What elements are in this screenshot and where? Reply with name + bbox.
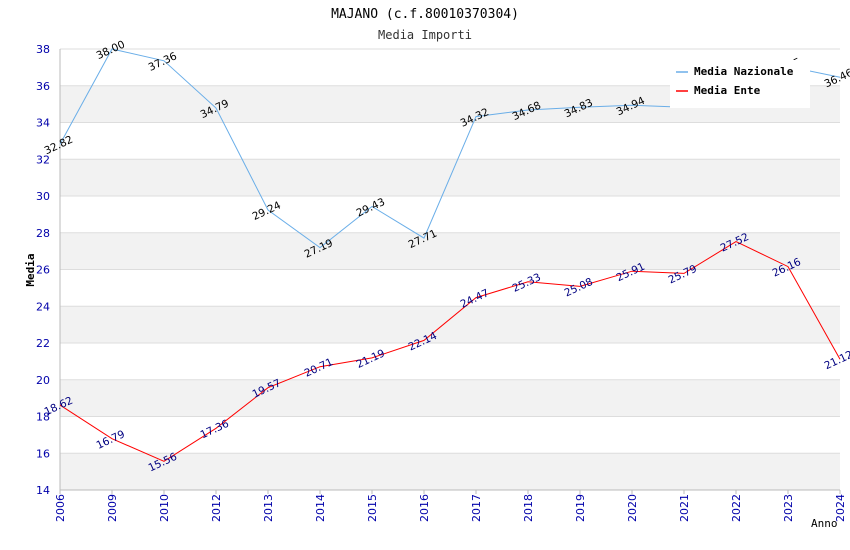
y-tick-label: 20 (36, 374, 50, 387)
x-tick-label: 2020 (626, 494, 639, 522)
x-tick-label: 2014 (314, 494, 327, 522)
y-tick-label: 14 (36, 484, 50, 497)
legend: Media Nazionale Media Ente (670, 60, 810, 108)
chart-subtitle: Media Importi (378, 28, 472, 42)
grid-band (60, 122, 840, 160)
y-axis-title: Media (24, 253, 37, 286)
y-tick-label: 16 (36, 447, 50, 460)
x-tick-label: 2017 (470, 494, 483, 522)
x-tick-label: 2012 (210, 494, 223, 522)
x-tick-label: 2010 (158, 494, 171, 522)
y-tick-label: 24 (36, 300, 50, 313)
y-tick-label: 38 (36, 43, 50, 56)
x-tick-label: 2006 (54, 494, 67, 522)
grid-band (60, 306, 840, 343)
x-tick-label: 2013 (262, 494, 275, 522)
grid-bands (60, 49, 840, 490)
chart-title: MAJANO (c.f.80010370304) (331, 7, 519, 22)
legend-box (670, 60, 810, 108)
x-tick-label: 2022 (730, 494, 743, 522)
grid-band (60, 232, 840, 270)
y-tick-label: 22 (36, 337, 50, 350)
grid-band (60, 269, 840, 307)
y-tick-label: 34 (36, 117, 50, 130)
x-tick-label: 2024 (834, 494, 847, 522)
x-tick-label: 2021 (678, 494, 691, 522)
y-tick-label: 32 (36, 153, 50, 166)
y-tick-label: 28 (36, 227, 50, 240)
grid-band (60, 379, 840, 417)
y-tick-label: 36 (36, 80, 50, 93)
grid-band (60, 416, 840, 454)
x-tick-label: 2015 (366, 494, 379, 522)
x-tick-label: 2016 (418, 494, 431, 522)
y-tick-label: 30 (36, 190, 50, 203)
series-line-ente (59, 241, 841, 462)
x-axis-title: Anno (811, 517, 838, 530)
y-tick-label: 18 (36, 411, 50, 424)
x-tick-label: 2023 (782, 494, 795, 522)
x-tick-label: 2018 (522, 494, 535, 522)
legend-label-nazionale: Media Nazionale (694, 65, 794, 78)
grid-band (60, 453, 840, 490)
x-tick-label: 2019 (574, 494, 587, 522)
x-tick-label: 2009 (106, 494, 119, 522)
grid-band (60, 343, 840, 380)
grid-band (60, 196, 840, 233)
y-tick-label: 26 (36, 264, 50, 277)
legend-label-ente: Media Ente (694, 84, 761, 97)
